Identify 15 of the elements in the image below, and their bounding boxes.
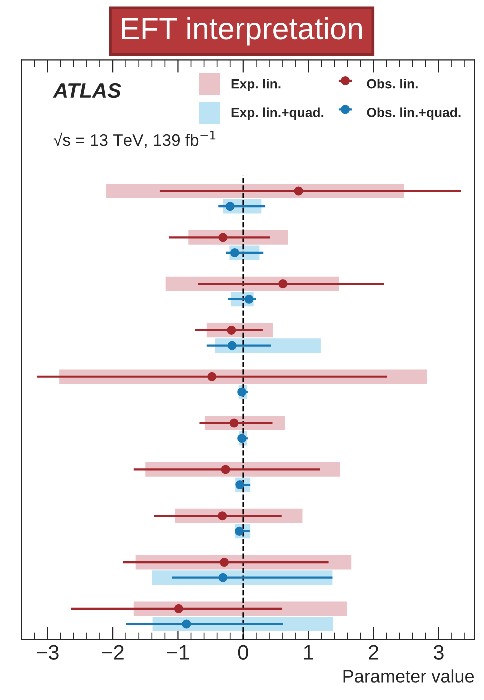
x-tick-label: −2 bbox=[102, 645, 124, 660]
legend-label: Exp. lin. bbox=[232, 79, 281, 92]
x-tick-label: 1 bbox=[304, 645, 314, 660]
text: ATLAS bbox=[53, 83, 122, 98]
x-tick-label: 0 bbox=[238, 645, 248, 660]
x-tick-label: 2 bbox=[369, 645, 379, 660]
legend-label: Exp. lin.+quad. bbox=[232, 108, 324, 120]
x-tick-label: −3 bbox=[37, 645, 59, 660]
legend-label: Obs. lin. bbox=[367, 79, 418, 89]
chart-title: EFT interpretation bbox=[122, 17, 362, 46]
text: √s = 13 TeV, 139 fb$^{−1}$ bbox=[54, 131, 216, 148]
x-tick-label: −1 bbox=[167, 645, 190, 660]
legend-label: Obs. lin.+quad. bbox=[367, 108, 461, 120]
x-tick-label: 3 bbox=[434, 645, 444, 660]
x-axis-title: Parameter value bbox=[344, 670, 474, 683]
